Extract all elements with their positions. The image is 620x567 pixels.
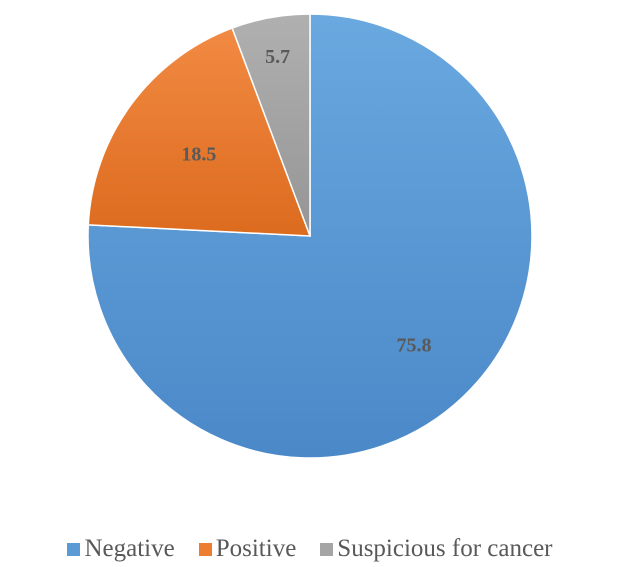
legend-swatch-negative [67, 542, 81, 556]
pie-slice-positive [87, 27, 312, 237]
legend-swatch-suspicious [320, 542, 334, 556]
legend-item-negative: Negative [67, 535, 175, 563]
data-label-positive: 18.5 [181, 144, 216, 166]
legend: Negative Positive Suspicious for cancer [0, 534, 620, 564]
pie-slice-negative [87, 13, 533, 459]
legend-label-suspicious: Suspicious for cancer [337, 535, 553, 562]
legend-label-negative: Negative [84, 535, 175, 562]
pie-slices [87, 13, 533, 459]
legend-item-positive: Positive [198, 535, 297, 563]
pie-data-labels: 75.8 18.5 5.7 [181, 46, 431, 357]
legend-item-suspicious: Suspicious for cancer [320, 535, 553, 563]
pie-slice-suspicious [231, 13, 311, 237]
legend-label-positive: Positive [215, 535, 297, 562]
pie-chart: 75.8 18.5 5.7 [87, 13, 533, 459]
data-label-suspicious: 5.7 [265, 46, 290, 68]
legend-swatch-positive [198, 542, 212, 556]
data-label-negative: 75.8 [397, 334, 432, 356]
